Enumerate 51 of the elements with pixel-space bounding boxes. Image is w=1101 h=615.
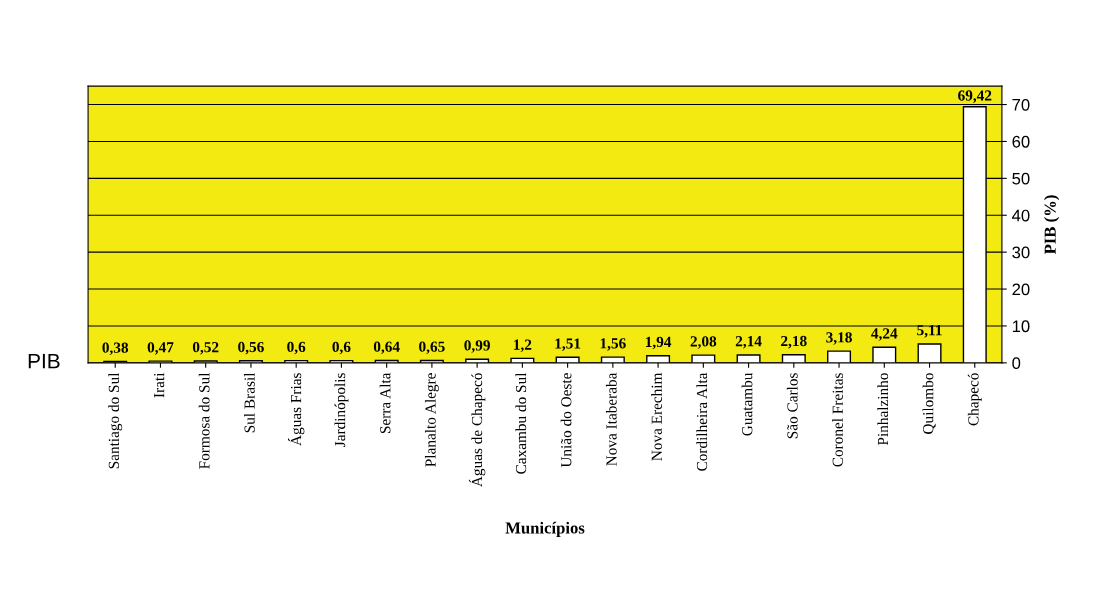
x-tick-label: Nova Erechim (651, 372, 662, 461)
x-tick-label: Serra Alta (379, 372, 391, 434)
x-tick-label: Coronel Freitas (832, 373, 843, 467)
data-label: 2,08 (690, 336, 717, 349)
x-tick-label: Cordilheira Alta (696, 372, 708, 471)
data-label: 0,64 (373, 341, 400, 355)
y-axis-title: PIB (%) (1044, 195, 1060, 255)
data-label: 0,65 (419, 341, 445, 355)
y-tick-label: 20 (1012, 283, 1030, 296)
y-tick-label: 40 (1012, 209, 1030, 222)
x-tick-label: Caxambu do Sul (515, 372, 527, 474)
y-tick-label: 60 (1012, 135, 1030, 148)
data-label: 0,6 (332, 341, 351, 355)
data-label: 0,56 (238, 341, 264, 355)
x-tick-label: Planalto Alegre (424, 373, 439, 467)
data-label: 2,14 (735, 336, 762, 349)
x-tick-label: Quilombo (922, 373, 936, 434)
x-tick-label: Formosa do Sul (198, 372, 210, 469)
data-label: 1,56 (600, 338, 626, 351)
text: PIB (28, 353, 60, 369)
data-label: 0,38 (102, 342, 129, 356)
y-tick-label: 70 (1012, 98, 1030, 111)
data-label: 1,51 (555, 338, 581, 351)
x-tick-label: Águas de Chapecó (468, 373, 486, 487)
x-tick-label: Irati (154, 372, 165, 398)
y-tick-label: 50 (1012, 172, 1030, 185)
data-label: 69,42 (958, 90, 992, 103)
x-tick-label: Santiago do Sul (108, 372, 123, 469)
data-label: 0,52 (192, 341, 219, 355)
x-tick-label: São Carlos (786, 373, 798, 439)
x-tick-label: Chapecó (967, 373, 982, 426)
data-label: 0,99 (464, 340, 490, 353)
x-tick-label: Águas Frias (288, 373, 305, 446)
y-tick-label: 10 (1012, 320, 1030, 333)
y-tick-label: 0 (1012, 357, 1021, 370)
data-label: 1,2 (514, 339, 532, 352)
data-label: 5,11 (917, 325, 942, 338)
x-tick-label: Sul Brasil (244, 372, 255, 433)
data-label: 3,18 (826, 332, 852, 345)
data-label: 1,94 (645, 336, 672, 350)
data-label: 4,24 (871, 328, 898, 341)
data-label: 0,6 (287, 341, 306, 355)
data-label: 2,18 (781, 335, 807, 349)
x-tick-label: Nova Itaberaba (605, 372, 617, 466)
x-tick-label: Guatambu (741, 372, 753, 436)
data-label: 0,47 (147, 342, 174, 355)
x-tick-label: Jardinópolis (334, 373, 349, 447)
x-tick-label: União do Oeste (560, 373, 572, 468)
y-tick-label: 30 (1012, 246, 1030, 259)
x-tick-label: Pinhalzinho (877, 373, 889, 446)
x-axis-title: Municípios (505, 521, 585, 537)
